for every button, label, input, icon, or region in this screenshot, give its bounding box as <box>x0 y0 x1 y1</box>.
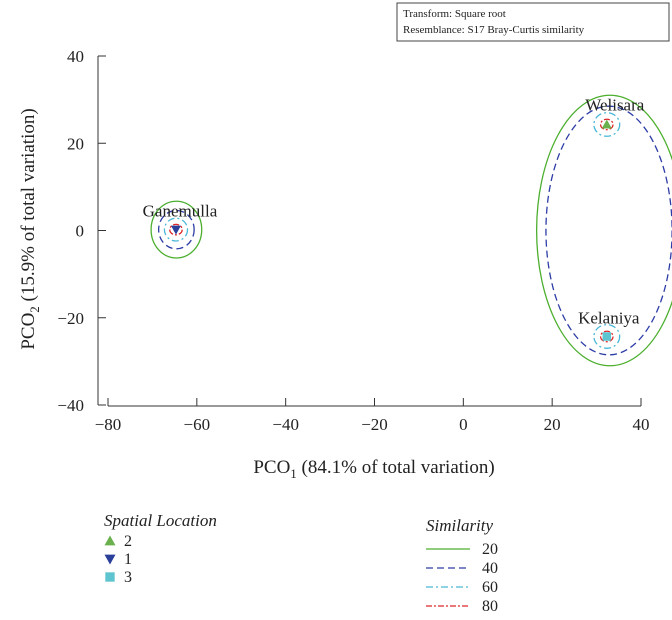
y-tick-label: 0 <box>76 222 85 241</box>
legend-similarity-label: 40 <box>482 560 498 577</box>
site-label-ganemulla: Ganemulla <box>143 202 218 221</box>
legend-similarity-label: 20 <box>482 541 498 558</box>
legend-spatial-location: Spatial Location 213 <box>104 511 217 586</box>
legend-similarity-label: 80 <box>482 598 498 615</box>
similarity-contour-60 <box>593 324 621 349</box>
data-point-kelaniya <box>602 332 612 341</box>
y-tick-label: −40 <box>57 396 84 415</box>
y-tick-label: 40 <box>67 47 84 66</box>
x-tick-label: −40 <box>272 415 299 434</box>
legend-location-label: 3 <box>124 569 132 586</box>
data-point-welisara <box>601 119 612 129</box>
legend-marker-3 <box>105 572 115 582</box>
similarity-contour-80 <box>599 118 614 131</box>
x-tick-label: −20 <box>361 415 388 434</box>
site-label-welisara: Welisara <box>585 95 644 114</box>
legend-marker-1 <box>104 554 116 565</box>
legend-similarity: Similarity 20 40 60 80 <box>426 516 498 615</box>
data-point-ganemulla <box>170 225 181 235</box>
similarity-contour-60 <box>163 217 189 242</box>
x-tick-label: 20 <box>544 415 561 434</box>
legend-marker-2 <box>104 535 116 546</box>
transform-note-line-1: Transform: Square root <box>403 8 506 20</box>
x-tick-label: −60 <box>184 415 211 434</box>
similarity-contour-20 <box>535 94 672 367</box>
similarity-contours <box>150 94 672 367</box>
y-tick-label: −20 <box>57 309 84 328</box>
data-points <box>170 119 612 341</box>
legend-location-label: 2 <box>124 533 132 550</box>
x-axis-title: PCO1 (84.1% of total variation) <box>253 457 494 481</box>
similarity-contour-80 <box>169 223 183 236</box>
x-tick-label: 0 <box>459 415 468 434</box>
transform-note-line-2: Resemblance: S17 Bray-Curtis similarity <box>403 24 585 36</box>
x-tick-label: −80 <box>95 415 122 434</box>
transform-note: Transform: Square root Resemblance: S17 … <box>396 2 670 42</box>
legend-similarity-title: Similarity <box>426 516 494 535</box>
axes: −80 −60 −40 −20 0 20 40 −40 −20 0 20 40 <box>57 47 649 434</box>
legend-spatial-location-title: Spatial Location <box>104 511 217 530</box>
y-tick-label: 20 <box>67 134 84 153</box>
similarity-contour-20 <box>150 200 203 259</box>
similarity-contour-60 <box>593 112 621 137</box>
x-tick-label: 40 <box>633 415 650 434</box>
transform-note-box <box>396 2 670 42</box>
legend-location-label: 1 <box>124 551 132 568</box>
similarity-contour-40 <box>545 105 672 356</box>
similarity-contour-80 <box>599 330 614 343</box>
legend-similarity-label: 60 <box>482 579 498 596</box>
y-axis-title: PCO2 (15.9% of total variation) <box>18 108 42 349</box>
site-label-kelaniya: Kelaniya <box>578 309 640 328</box>
similarity-contour-40 <box>157 209 195 250</box>
site-labels: Welisara Ganemulla Kelaniya <box>143 95 645 327</box>
